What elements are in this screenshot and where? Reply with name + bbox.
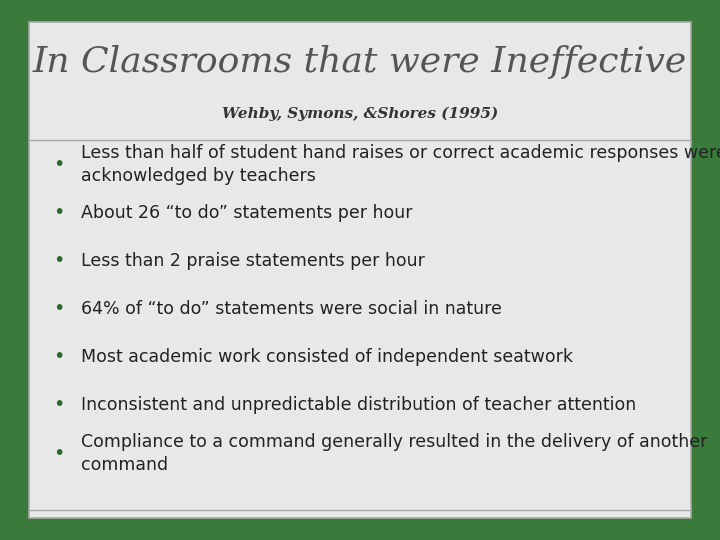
FancyBboxPatch shape xyxy=(29,22,691,518)
Text: Less than 2 praise statements per hour: Less than 2 praise statements per hour xyxy=(81,252,425,270)
Text: Inconsistent and unpredictable distribution of teacher attention: Inconsistent and unpredictable distribut… xyxy=(81,396,636,414)
Text: •: • xyxy=(53,155,65,174)
Text: •: • xyxy=(53,347,65,367)
Text: •: • xyxy=(53,251,65,271)
Text: In Classrooms that were Ineffective: In Classrooms that were Ineffective xyxy=(33,45,687,79)
Text: Compliance to a command generally resulted in the delivery of another
command: Compliance to a command generally result… xyxy=(81,433,707,474)
Text: 64% of “to do” statements were social in nature: 64% of “to do” statements were social in… xyxy=(81,300,502,318)
Text: •: • xyxy=(53,299,65,319)
Text: Wehby, Symons, &Shores (1995): Wehby, Symons, &Shores (1995) xyxy=(222,106,498,120)
Text: •: • xyxy=(53,203,65,222)
Text: •: • xyxy=(53,395,65,415)
Text: About 26 “to do” statements per hour: About 26 “to do” statements per hour xyxy=(81,204,412,222)
Text: Less than half of student hand raises or correct academic responses were
acknowl: Less than half of student hand raises or… xyxy=(81,144,720,185)
Text: •: • xyxy=(53,443,65,463)
Text: Most academic work consisted of independent seatwork: Most academic work consisted of independ… xyxy=(81,348,572,366)
